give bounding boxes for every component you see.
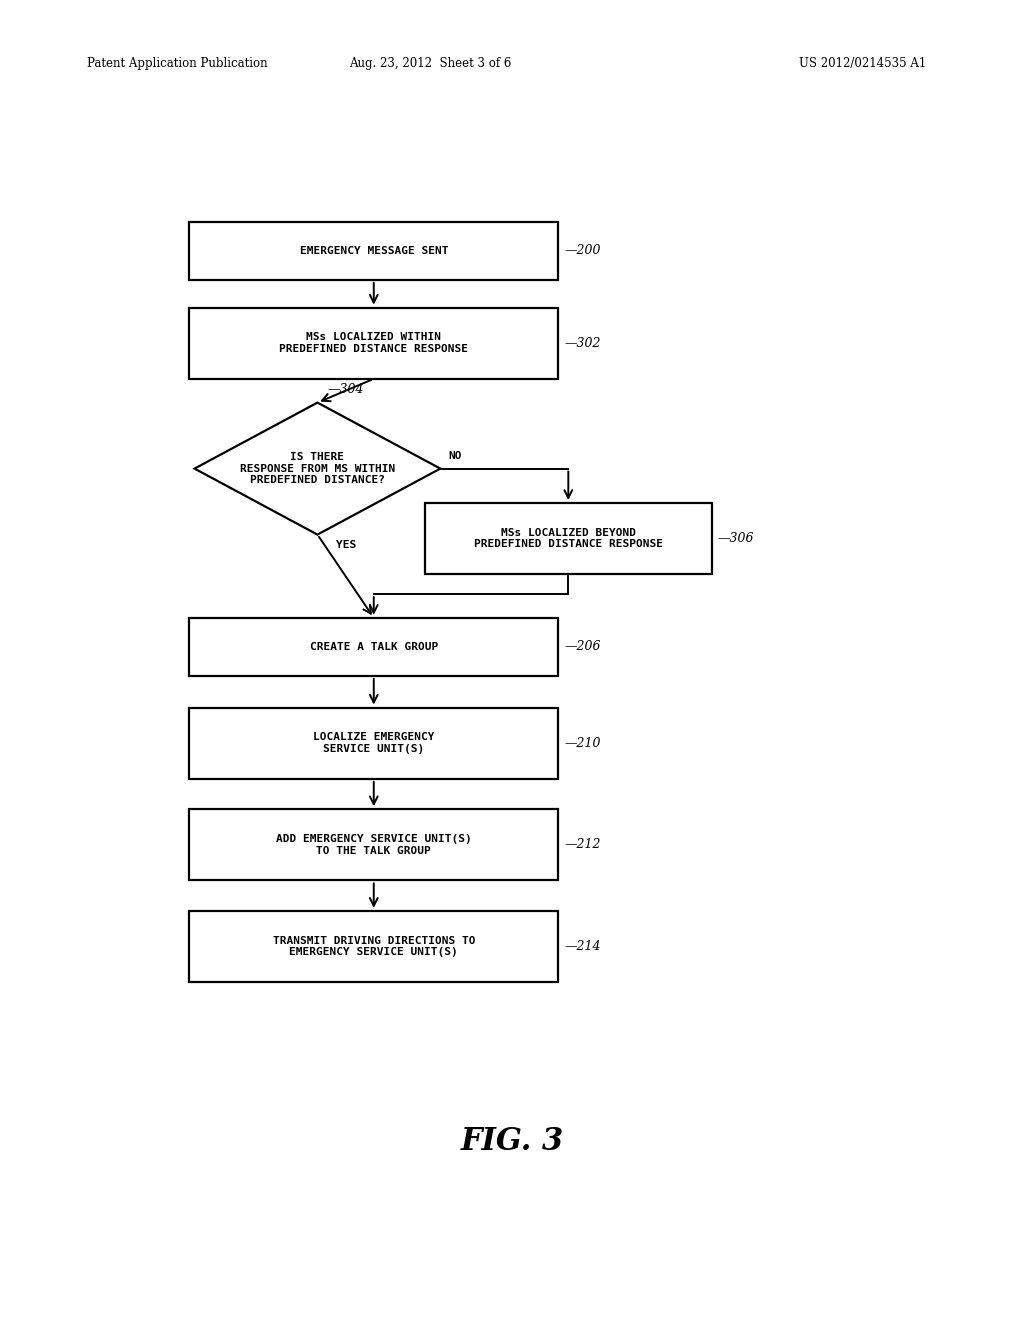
Text: YES: YES — [336, 540, 356, 550]
FancyBboxPatch shape — [189, 911, 558, 982]
Text: Aug. 23, 2012  Sheet 3 of 6: Aug. 23, 2012 Sheet 3 of 6 — [349, 57, 511, 70]
Text: —206: —206 — [564, 640, 601, 653]
Text: —302: —302 — [564, 337, 601, 350]
FancyBboxPatch shape — [189, 708, 558, 779]
Text: LOCALIZE EMERGENCY
SERVICE UNIT(S): LOCALIZE EMERGENCY SERVICE UNIT(S) — [313, 733, 434, 754]
Text: —306: —306 — [718, 532, 755, 545]
Text: —304: —304 — [328, 383, 365, 396]
Text: FIG. 3: FIG. 3 — [461, 1126, 563, 1158]
FancyBboxPatch shape — [189, 308, 558, 379]
Text: —200: —200 — [564, 244, 601, 257]
Text: —214: —214 — [564, 940, 601, 953]
Polygon shape — [195, 403, 440, 535]
Text: EMERGENCY MESSAGE SENT: EMERGENCY MESSAGE SENT — [299, 246, 449, 256]
FancyBboxPatch shape — [425, 503, 712, 574]
Text: MSs LOCALIZED WITHIN
PREDEFINED DISTANCE RESPONSE: MSs LOCALIZED WITHIN PREDEFINED DISTANCE… — [280, 333, 468, 354]
Text: TRANSMIT DRIVING DIRECTIONS TO
EMERGENCY SERVICE UNIT(S): TRANSMIT DRIVING DIRECTIONS TO EMERGENCY… — [272, 936, 475, 957]
Text: MSs LOCALIZED BEYOND
PREDEFINED DISTANCE RESPONSE: MSs LOCALIZED BEYOND PREDEFINED DISTANCE… — [474, 528, 663, 549]
Text: US 2012/0214535 A1: US 2012/0214535 A1 — [799, 57, 926, 70]
Text: CREATE A TALK GROUP: CREATE A TALK GROUP — [309, 642, 438, 652]
FancyBboxPatch shape — [189, 618, 558, 676]
Text: Patent Application Publication: Patent Application Publication — [87, 57, 267, 70]
FancyBboxPatch shape — [189, 222, 558, 280]
Text: IS THERE
RESPONSE FROM MS WITHIN
PREDEFINED DISTANCE?: IS THERE RESPONSE FROM MS WITHIN PREDEFI… — [240, 451, 395, 486]
FancyBboxPatch shape — [189, 809, 558, 880]
Text: ADD EMERGENCY SERVICE UNIT(S)
TO THE TALK GROUP: ADD EMERGENCY SERVICE UNIT(S) TO THE TAL… — [275, 834, 472, 855]
Text: NO: NO — [449, 450, 462, 461]
Text: —210: —210 — [564, 737, 601, 750]
Text: —212: —212 — [564, 838, 601, 851]
